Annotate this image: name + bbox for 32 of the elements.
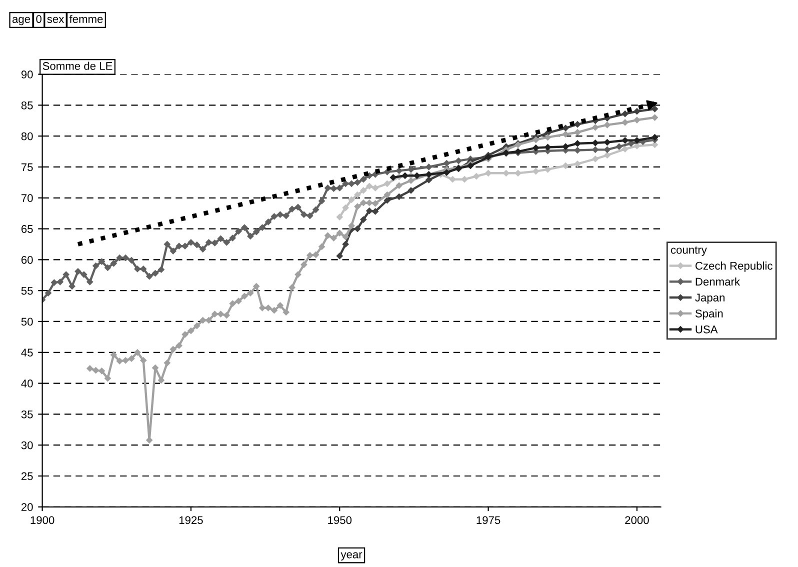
- y-tick-label: 30: [21, 441, 33, 450]
- legend-title: country: [670, 246, 707, 256]
- y-tick-label: 65: [21, 225, 33, 233]
- y-tick-label: 85: [21, 101, 33, 110]
- x-tick-label: 1900: [30, 516, 54, 524]
- y-axis-title: Somme de LE: [42, 62, 112, 70]
- text: 0: [36, 15, 42, 23]
- y-tick-label: 70: [21, 194, 33, 202]
- legend-label: Spain: [695, 309, 723, 320]
- y-tick-label: 50: [21, 318, 33, 326]
- y-tick-label: 80: [21, 132, 33, 140]
- x-axis-title: year: [340, 552, 362, 561]
- text: femme: [69, 14, 103, 23]
- y-tick-label: 20: [21, 503, 33, 512]
- text: sex: [47, 16, 64, 23]
- y-tick-label: 35: [21, 410, 33, 418]
- legend-label: USA: [696, 325, 718, 334]
- y-tick-label: 75: [21, 163, 33, 172]
- x-tick-label: 2000: [625, 516, 649, 524]
- y-tick-label: 90: [21, 70, 33, 78]
- legend-label: Denmark: [696, 277, 740, 286]
- y-tick-label: 60: [21, 256, 33, 264]
- y-tick-label: 25: [21, 472, 33, 480]
- x-tick-label: 1925: [179, 516, 203, 524]
- legend-label: Czech Republic: [696, 262, 772, 272]
- text: age: [12, 16, 30, 26]
- x-tick-label: 1975: [476, 516, 500, 524]
- y-tick-label: 45: [21, 348, 33, 357]
- legend-label: Japan: [695, 294, 724, 304]
- x-tick-label: 1950: [328, 516, 352, 524]
- y-tick-label: 40: [21, 380, 33, 388]
- y-tick-label: 55: [21, 286, 33, 295]
